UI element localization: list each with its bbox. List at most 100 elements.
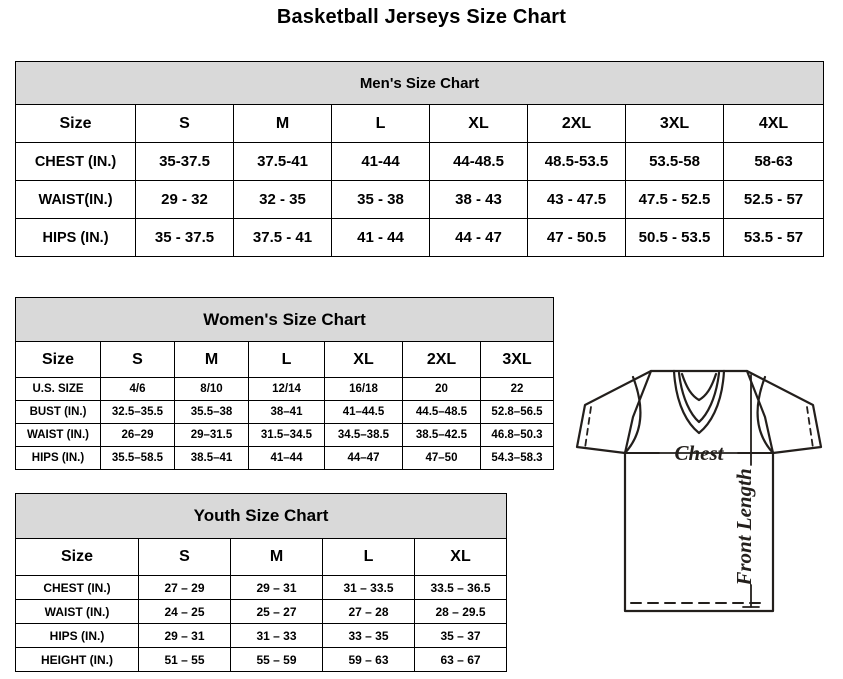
right-armhole-curve — [756, 375, 775, 455]
right-sleeve-outline — [745, 369, 823, 455]
youth-hips-xl: 35 – 37 — [413, 623, 508, 648]
youth-hips-l: 33 – 35 — [322, 623, 415, 648]
youth-header-row: Size S M L XL — [15, 538, 508, 576]
womens-row-label-bust: BUST (IN.) — [15, 400, 101, 424]
mens-hips-s: 35 - 37.5 — [135, 218, 234, 257]
womens-ussize-m: 8/10 — [174, 377, 249, 401]
youth-header-l: L — [322, 538, 415, 576]
mens-row-label-hips: HIPS (IN.) — [15, 218, 136, 257]
mens-row-label-waist: WAIST(IN.) — [15, 180, 136, 219]
womens-ussize-3xl: 22 — [479, 377, 555, 401]
mens-header-4xl: 4XL — [722, 104, 825, 143]
mens-header-l: L — [331, 104, 430, 143]
table-row: WAIST (IN.) 26–29 29–31.5 31.5–34.5 34.5… — [15, 423, 555, 447]
womens-ussize-2xl: 20 — [402, 377, 481, 401]
youth-hips-m: 31 – 33 — [230, 623, 323, 648]
womens-header-l: L — [248, 341, 325, 378]
mens-hips-2xl: 47 - 50.5 — [527, 218, 626, 257]
womens-ussize-l: 12/14 — [248, 377, 325, 401]
mens-header-xl: XL — [429, 104, 528, 143]
womens-bust-3xl: 52.8–56.5 — [479, 400, 555, 424]
womens-bust-2xl: 44.5–48.5 — [402, 400, 481, 424]
womens-bust-xl: 41–44.5 — [324, 400, 403, 424]
mens-waist-2xl: 43 - 47.5 — [527, 180, 626, 219]
womens-waist-2xl: 38.5–42.5 — [402, 423, 481, 447]
womens-ussize-xl: 16/18 — [324, 377, 403, 401]
mens-caption-row: Men's Size Chart — [14, 61, 825, 105]
womens-row-label-hips: HIPS (IN.) — [15, 446, 101, 470]
mens-chest-m: 37.5-41 — [233, 142, 332, 181]
youth-chest-l: 31 – 33.5 — [322, 575, 415, 600]
mens-waist-3xl: 47.5 - 52.5 — [625, 180, 724, 219]
youth-header-m: M — [230, 538, 323, 576]
table-row: HIPS (IN.) 29 – 31 31 – 33 33 – 35 35 – … — [15, 623, 508, 648]
table-row: BUST (IN.) 32.5–35.5 35.5–38 38–41 41–44… — [15, 400, 555, 424]
womens-row-label-waist: WAIST (IN.) — [15, 423, 101, 447]
womens-size-chart-table: Women's Size Chart Size S M L XL 2XL 3XL… — [14, 297, 555, 470]
vneck-middle-collar — [677, 371, 721, 424]
mens-size-chart-table: Men's Size Chart Size S M L XL 2XL 3XL 4… — [14, 61, 825, 257]
womens-hips-3xl: 54.3–58.3 — [479, 446, 555, 470]
table-row: WAIST (IN.) 24 – 25 25 – 27 27 – 28 28 –… — [15, 599, 508, 624]
youth-row-label-hips: HIPS (IN.) — [15, 623, 139, 648]
mens-waist-l: 35 - 38 — [331, 180, 430, 219]
youth-chest-s: 27 – 29 — [138, 575, 231, 600]
womens-hips-m: 38.5–41 — [174, 446, 249, 470]
front-length-label: Front Length — [732, 468, 756, 586]
womens-row-label-us-size: U.S. SIZE — [15, 377, 101, 401]
youth-caption-row: Youth Size Chart — [14, 493, 508, 539]
mens-waist-m: 32 - 35 — [233, 180, 332, 219]
mens-header-2xl: 2XL — [527, 104, 626, 143]
mens-header-s: S — [135, 104, 234, 143]
mens-waist-s: 29 - 32 — [135, 180, 234, 219]
youth-height-m: 55 – 59 — [230, 647, 323, 672]
womens-bust-l: 38–41 — [248, 400, 325, 424]
womens-waist-m: 29–31.5 — [174, 423, 249, 447]
youth-header-s: S — [138, 538, 231, 576]
youth-height-l: 59 – 63 — [322, 647, 415, 672]
body-outline — [623, 451, 775, 613]
womens-header-2xl: 2XL — [402, 341, 481, 378]
youth-waist-m: 25 – 27 — [230, 599, 323, 624]
vneck-outer-collar — [672, 369, 726, 435]
youth-chest-xl: 33.5 – 36.5 — [413, 575, 508, 600]
womens-bust-s: 32.5–35.5 — [100, 400, 175, 424]
right-cuff-dashed-line — [806, 406, 814, 449]
mens-hips-m: 37.5 - 41 — [233, 218, 332, 257]
left-armhole-curve — [623, 375, 642, 455]
vneck-inner-collar — [680, 372, 718, 402]
womens-hips-2xl: 47–50 — [402, 446, 481, 470]
table-row: U.S. SIZE 4/6 8/10 12/14 16/18 20 22 — [15, 377, 555, 401]
youth-waist-xl: 28 – 29.5 — [413, 599, 508, 624]
youth-chest-m: 29 – 31 — [230, 575, 323, 600]
chest-label: Chest — [674, 441, 724, 465]
mens-hips-3xl: 50.5 - 53.5 — [625, 218, 724, 257]
womens-hips-s: 35.5–58.5 — [100, 446, 175, 470]
mens-header-3xl: 3XL — [625, 104, 724, 143]
mens-waist-4xl: 52.5 - 57 — [722, 180, 825, 219]
youth-chart-caption: Youth Size Chart — [14, 493, 508, 539]
womens-header-row: Size S M L XL 2XL 3XL — [15, 341, 555, 378]
youth-hips-s: 29 – 31 — [138, 623, 231, 648]
womens-header-xl: XL — [324, 341, 403, 378]
mens-chest-4xl: 58-63 — [722, 142, 825, 181]
mens-chest-xl: 44-48.5 — [429, 142, 528, 181]
mens-header-row: Size S M L XL 2XL 3XL 4XL — [15, 104, 825, 143]
mens-hips-4xl: 53.5 - 57 — [722, 218, 825, 257]
left-cuff-dashed-line — [584, 406, 592, 449]
youth-header-xl: XL — [413, 538, 508, 576]
womens-hips-l: 41–44 — [248, 446, 325, 470]
youth-height-s: 51 – 55 — [138, 647, 231, 672]
womens-hips-xl: 44–47 — [324, 446, 403, 470]
mens-hips-l: 41 - 44 — [331, 218, 430, 257]
youth-row-label-chest: CHEST (IN.) — [15, 575, 139, 600]
womens-chart-caption: Women's Size Chart — [14, 297, 555, 342]
youth-size-chart-table: Youth Size Chart Size S M L XL CHEST (IN… — [14, 493, 508, 672]
page-title: Basketball Jerseys Size Chart — [276, 6, 567, 28]
womens-ussize-s: 4/6 — [100, 377, 175, 401]
youth-height-xl: 63 – 67 — [413, 647, 508, 672]
youth-header-size: Size — [15, 538, 139, 576]
womens-waist-s: 26–29 — [100, 423, 175, 447]
mens-chest-2xl: 48.5-53.5 — [527, 142, 626, 181]
mens-row-label-chest: CHEST (IN.) — [15, 142, 136, 181]
